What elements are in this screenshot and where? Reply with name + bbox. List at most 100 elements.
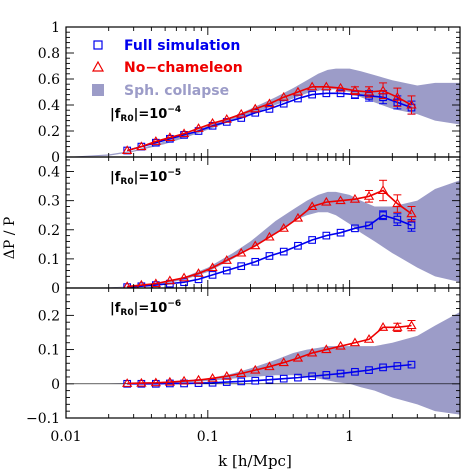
no-chameleon-point <box>264 361 275 371</box>
no-chameleon-point <box>406 320 417 330</box>
no-chameleon-point <box>392 91 403 101</box>
no-chameleon-point <box>363 334 375 343</box>
no-chameleon-point <box>122 378 133 387</box>
y-tick-label: 0.6 <box>38 72 60 88</box>
no-chameleon-point <box>392 322 403 331</box>
y-axis-label: ΔP / P <box>2 217 18 260</box>
y-tick-label: 0 <box>51 377 60 393</box>
no-chameleon-point <box>278 357 289 367</box>
no-chameleon-point <box>236 247 247 257</box>
full-simulation-point <box>407 221 416 230</box>
no-chameleon-point <box>123 281 132 288</box>
panel-label: |fR0|=10−5 <box>110 168 181 187</box>
no-chameleon-line <box>127 324 412 385</box>
full-simulation-point <box>279 247 288 256</box>
no-chameleon-point <box>349 193 361 203</box>
no-chameleon-point <box>363 191 375 200</box>
x-tick-label: 1 <box>345 429 354 445</box>
no-chameleon-point <box>349 337 361 347</box>
no-chameleon-point <box>292 86 304 96</box>
legend: Full simulation No−chameleon Sph. collapse <box>91 38 243 99</box>
full-simulation-point <box>279 374 288 383</box>
no-chameleon-point <box>193 123 204 132</box>
no-chameleon-point <box>306 201 318 210</box>
no-chameleon-point <box>406 99 417 109</box>
full-simulation-point <box>336 369 345 378</box>
no-chameleon-point <box>178 375 190 385</box>
no-chameleon-point <box>164 275 176 285</box>
panel-label: |fR0|=10−6 <box>110 299 181 318</box>
full-simulation-point <box>379 363 387 372</box>
no-chameleon-point <box>207 373 218 382</box>
no-chameleon-point <box>250 240 261 250</box>
no-chameleon-point <box>136 377 147 387</box>
no-chameleon-point <box>136 141 147 151</box>
no-chameleon-point <box>264 231 275 241</box>
no-chameleon-point <box>278 223 289 232</box>
panel-3: −0.1 0 0.1 0.2 |fR0|=10−6 <box>26 287 461 427</box>
full-simulation-point <box>251 257 260 266</box>
no-chameleon-point <box>349 85 361 95</box>
full-simulation-point <box>308 372 316 381</box>
no-chameleon-point <box>207 117 218 127</box>
no-chameleon-point <box>306 347 318 357</box>
no-chameleon-point <box>377 185 389 194</box>
no-chameleon-line <box>126 86 412 152</box>
legend-marker-triangle <box>91 60 105 72</box>
no-chameleon-point <box>164 376 176 386</box>
no-chameleon-point <box>377 322 389 331</box>
y-ticks: −0.1 0 0.1 0.2 <box>26 287 460 427</box>
no-chameleon-point <box>164 132 176 141</box>
no-chameleon-point <box>292 352 304 362</box>
no-chameleon-point <box>306 81 318 91</box>
panel-frame <box>65 287 461 419</box>
panel-plot-area <box>66 68 460 157</box>
y-ticks: 0 0.1 0.2 0.3 0.4 <box>38 159 460 297</box>
no-chameleon-point <box>377 85 389 95</box>
full-simulation-line <box>127 363 412 385</box>
no-chameleon-point <box>264 98 275 108</box>
full-simulation-point <box>336 228 345 237</box>
y-tick-label: 0.4 <box>38 98 60 114</box>
full-simulation-point <box>365 221 373 230</box>
no-chameleon-point <box>321 81 332 91</box>
no-chameleon-point <box>321 344 332 354</box>
sph-collapse-band <box>66 180 460 288</box>
y-tick-label: −0.1 <box>26 411 60 427</box>
no-chameleon-point <box>221 114 232 123</box>
y-tick-label: 0.2 <box>38 308 60 324</box>
no-chameleon-point <box>250 364 261 374</box>
no-chameleon-point <box>150 377 162 387</box>
y-tick-label: 0 <box>51 150 60 166</box>
y-tick-label: 0.2 <box>38 124 60 140</box>
no-chameleon-point <box>392 198 403 208</box>
no-chameleon-point <box>193 374 204 384</box>
full-simulation-point <box>265 105 274 113</box>
full-simulation-point <box>237 377 246 386</box>
panel-plot-area <box>66 179 460 288</box>
y-tick-label: 1 <box>51 20 60 36</box>
y-tick-label: 0.1 <box>38 343 60 359</box>
full-simulation-point <box>322 371 331 379</box>
no-chameleon-point <box>335 82 346 92</box>
x-tick-label: 0.01 <box>50 429 81 445</box>
full-simulation-point <box>365 366 373 374</box>
no-chameleon-point <box>335 340 346 350</box>
no-chameleon-point <box>178 272 190 282</box>
no-chameleon-point <box>278 91 289 101</box>
panel-plot-area <box>66 311 460 415</box>
no-chameleon-point <box>321 196 332 206</box>
x-ticks <box>65 157 461 288</box>
full-simulation-series <box>123 210 416 288</box>
no-chameleon-point <box>150 278 162 288</box>
full-simulation-point <box>393 362 402 370</box>
no-chameleon-point <box>236 368 247 378</box>
full-simulation-point <box>237 262 246 271</box>
x-ticks <box>65 288 461 418</box>
full-simulation-point <box>180 278 188 287</box>
no-chameleon-point <box>292 212 304 222</box>
x-axis-label: k [h/Mpc] <box>218 452 292 470</box>
full-simulation-point <box>294 241 302 250</box>
panel-2: 0 0.1 0.2 0.3 0.4 |fR0|=10−5 <box>38 156 461 297</box>
full-simulation-point <box>308 90 316 99</box>
